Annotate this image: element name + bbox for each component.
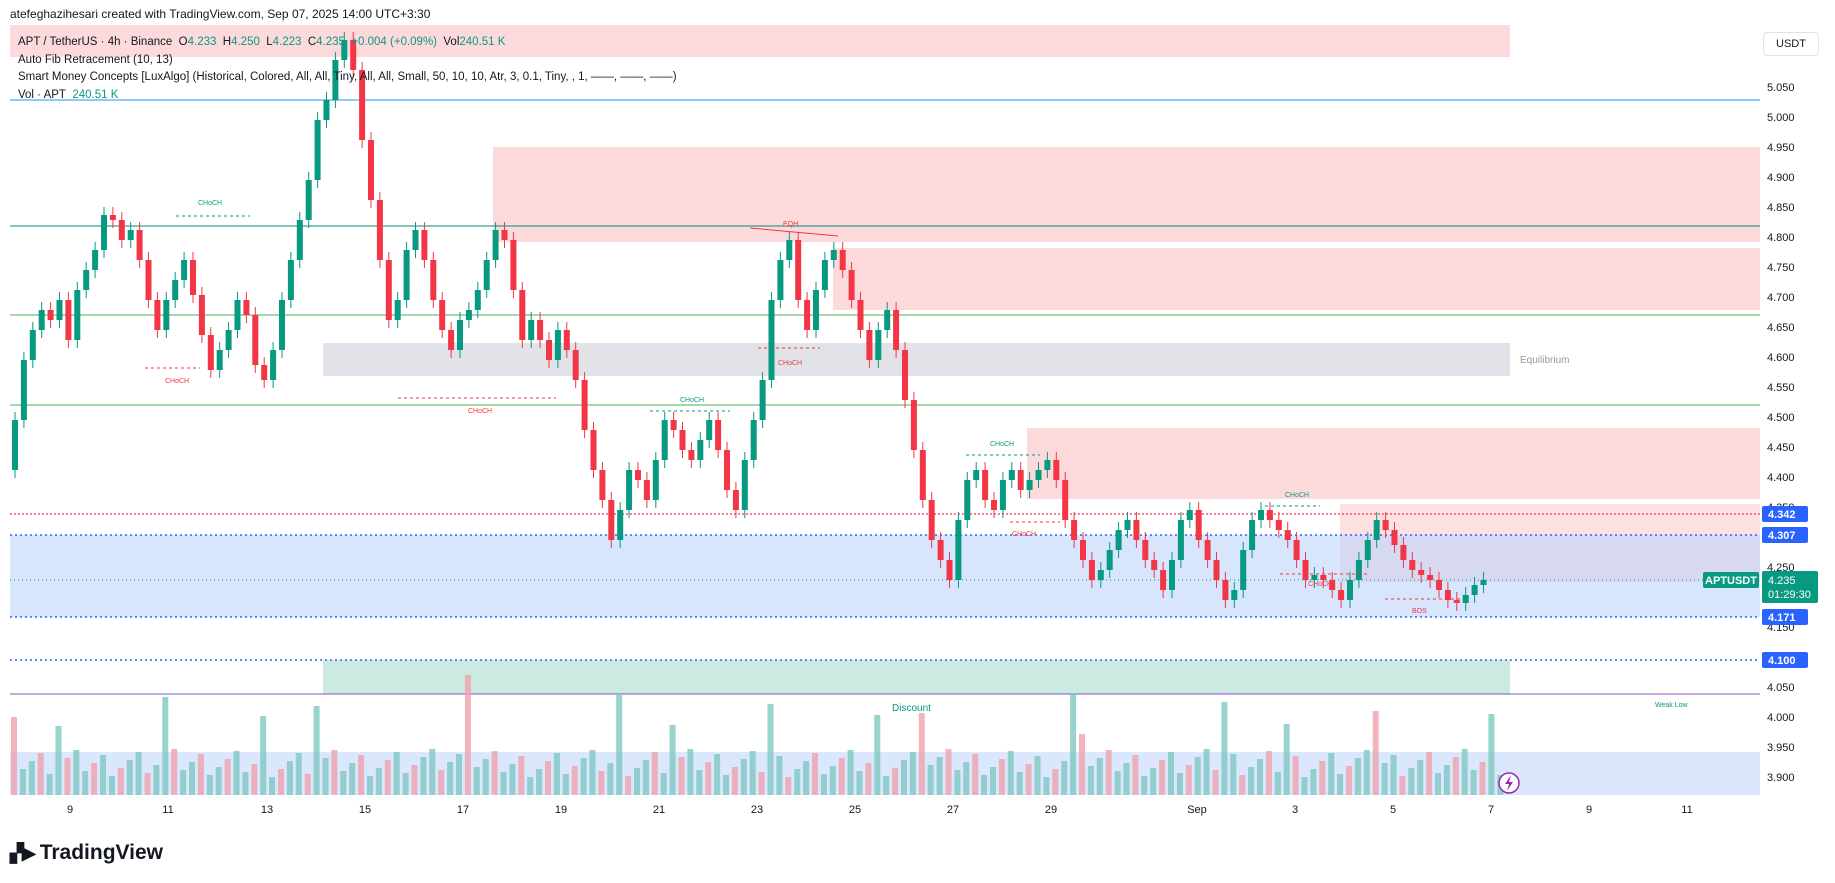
price-tick: 4.000	[1767, 712, 1795, 724]
time-tick: 29	[1045, 804, 1057, 816]
price-tag	[1762, 652, 1808, 668]
time-tick: 3	[1292, 804, 1298, 816]
price-tag-value: 4.342	[1768, 509, 1796, 521]
price-tag	[1762, 609, 1808, 625]
eqh-label: EQH	[783, 221, 798, 228]
indicator-fib[interactable]: Auto Fib Retracement (10, 13)	[18, 53, 173, 66]
time-tick: 13	[261, 804, 273, 816]
choch-label: CHoCH	[1012, 531, 1036, 538]
bos-label: BOS	[1412, 608, 1427, 615]
choch-label: CHoCH	[468, 408, 492, 415]
price-tick: 4.900	[1767, 172, 1795, 184]
price-tick: 4.800	[1767, 232, 1795, 244]
time-tick: 7	[1488, 804, 1494, 816]
lightning-icon[interactable]	[1498, 772, 1520, 794]
open-label: O	[178, 36, 188, 48]
price-tick: 4.750	[1767, 262, 1795, 274]
close-value: 4.235	[316, 36, 345, 48]
symbol-title[interactable]: APT / TetherUS · 4h · Binance	[18, 36, 173, 48]
price-tick: 5.050	[1767, 82, 1795, 94]
price-axis[interactable]: 5.050 5.000 4.950 4.900 4.850 4.800 4.750 4.700…	[1767, 82, 1795, 784]
price-tick: 3.950	[1767, 742, 1795, 754]
indicator-smc[interactable]: Smart Money Concepts [LuxAlgo] (Historic…	[18, 71, 677, 83]
last-price-symbol: APTUSDT	[1705, 575, 1757, 587]
time-tick: 19	[555, 804, 567, 816]
choch-label: CHoCH	[1285, 492, 1309, 499]
time-tick: 25	[849, 804, 861, 816]
currency-button[interactable]: USDT	[1763, 32, 1819, 56]
smc-zones	[10, 25, 1760, 795]
choch-label: CHoCH	[990, 441, 1014, 448]
last-price-marker: APTUSDT 4.235 01:29:30	[1703, 571, 1818, 603]
low-value: 4.223	[272, 36, 302, 48]
time-tick: 5	[1390, 804, 1396, 816]
price-tick: 4.600	[1767, 352, 1795, 364]
time-tick: 23	[751, 804, 763, 816]
price-tick: 4.450	[1767, 442, 1795, 454]
price-tag	[1762, 506, 1808, 522]
price-tick: 4.050	[1767, 682, 1795, 694]
smc-structure-lines	[145, 215, 1460, 600]
price-tick: 5.000	[1767, 112, 1795, 124]
high-value: 4.250	[231, 36, 260, 48]
time-tick: Sep	[1187, 804, 1207, 816]
time-tick: 11	[1681, 804, 1692, 816]
volume-indicator-value: 240.51 K	[72, 88, 119, 101]
equilibrium-label: Equilibrium	[1520, 355, 1569, 366]
discount-label: Discount	[892, 703, 931, 714]
price-tick: 4.950	[1767, 142, 1795, 154]
open-value: 4.233	[187, 36, 217, 48]
close-label: C	[307, 36, 317, 48]
low-label: L	[266, 36, 273, 48]
time-tick: 17	[457, 804, 469, 816]
price-tick: 4.500	[1767, 412, 1795, 424]
price-tick: 4.550	[1767, 382, 1795, 394]
change-value: +0.004 (+0.09%)	[351, 36, 437, 48]
weak-low-label: Weak Low	[1655, 702, 1688, 709]
price-tick: 4.650	[1767, 322, 1795, 334]
ohlc-row: APT / TetherUS · 4h · Binance O4.233 H4.…	[18, 34, 677, 52]
chart-legend: APT / TetherUS · 4h · Binance O4.233 H4.…	[18, 34, 677, 104]
last-price-value: 4.235	[1768, 575, 1796, 587]
price-tick: 4.700	[1767, 292, 1795, 304]
time-tick: 27	[947, 804, 959, 816]
smc-labels: CHoCH CHoCH CHoCH CHoCH CHoCH EQH CHoCH …	[165, 200, 1688, 714]
time-tick: 21	[653, 804, 665, 816]
time-axis[interactable]: 9 11 13 15 17 19 21 23 25 27 29 Sep 3 5 7 9 11	[67, 804, 1693, 816]
price-tick: 4.400	[1767, 472, 1795, 484]
tv-logo-icon: ▞▶	[10, 842, 36, 863]
price-tag-value: 4.100	[1768, 655, 1796, 667]
price-tag	[1762, 527, 1808, 543]
price-tick: 3.900	[1767, 772, 1795, 784]
time-tick: 15	[359, 804, 371, 816]
time-tick: 11	[162, 804, 173, 816]
choch-label: CHoCH	[165, 378, 189, 385]
time-tick: 9	[1586, 804, 1592, 816]
last-price-countdown: 01:29:30	[1768, 589, 1811, 601]
time-tick: 9	[67, 804, 73, 816]
price-tick: 4.850	[1767, 202, 1795, 214]
volume-bars	[11, 675, 1504, 795]
volume-value: 240.51 K	[459, 36, 506, 48]
choch-label: CHoCH	[198, 200, 222, 207]
high-label: H	[222, 36, 232, 48]
choch-label: CHoCH	[1308, 581, 1332, 588]
choch-label: CHoCH	[680, 397, 704, 404]
price-tag-value: 4.171	[1768, 612, 1796, 624]
tradingview-logo[interactable]: ▞▶ TradingView	[10, 841, 163, 865]
price-tag-value: 4.307	[1768, 530, 1796, 542]
indicator-volume[interactable]: Vol · APT 240.51 K	[18, 88, 119, 101]
choch-label: CHoCH	[778, 360, 802, 367]
candlesticks	[12, 32, 1487, 611]
price-tags: 4.342 4.307 4.171 4.100	[1762, 506, 1808, 668]
volume-label: Vol	[443, 36, 460, 48]
brand-name: TradingView	[39, 841, 164, 864]
author-line: atefeghazihesari created with TradingVie…	[10, 7, 431, 21]
